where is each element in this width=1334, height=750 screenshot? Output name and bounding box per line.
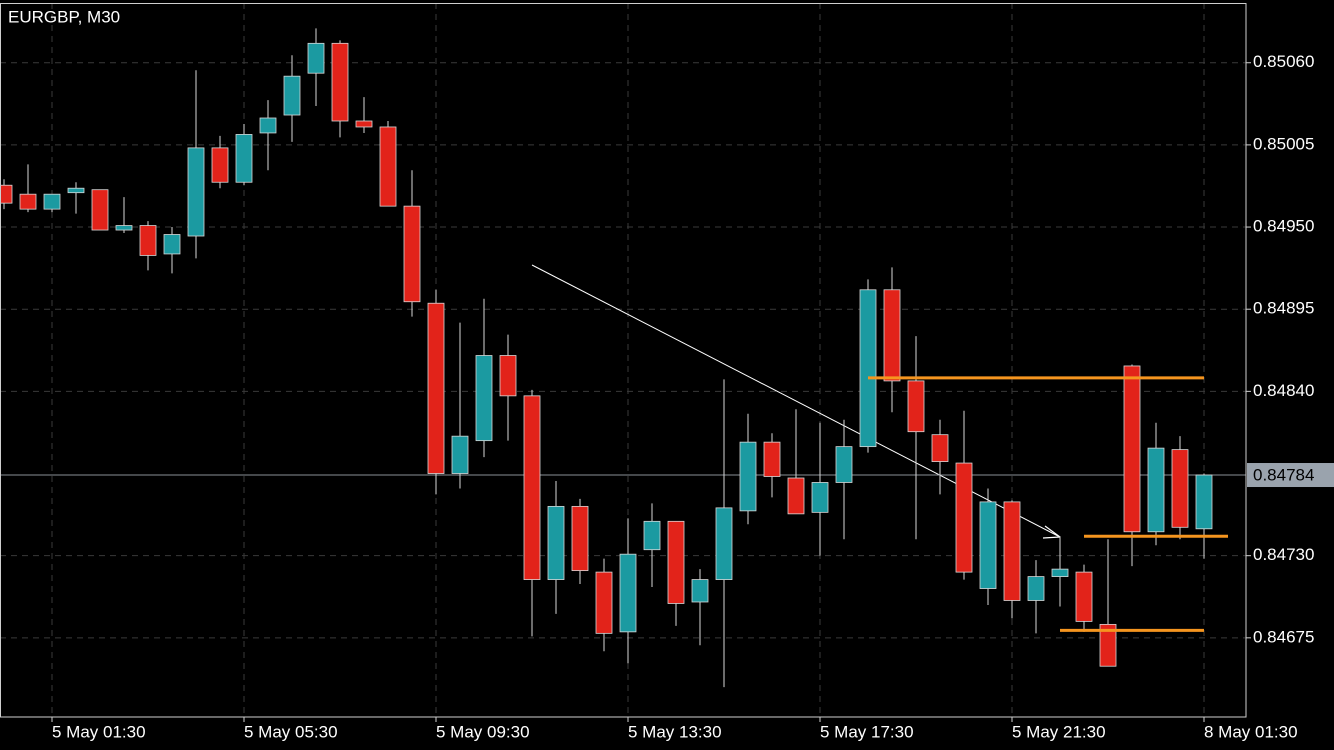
y-tick-label: 0.85005 [1253, 134, 1314, 153]
axes: 0.85060 0.85005 0.84950 0.84895 0.84840 0.847… [51, 52, 1334, 741]
candle-body [307, 42, 325, 74]
candle-body [451, 435, 469, 474]
y-tick-label: 0.84950 [1253, 217, 1314, 236]
candle-body [139, 225, 157, 256]
candle-body [379, 126, 397, 207]
candle-body [787, 477, 805, 515]
y-tick-label: 0.84675 [1253, 627, 1314, 646]
candle-body [619, 553, 637, 633]
candle-body [979, 501, 997, 589]
candle-body [1027, 576, 1045, 601]
candle-body [427, 302, 445, 474]
grid [0, 3, 1246, 717]
candle-body [355, 120, 373, 128]
candle-body [1195, 474, 1213, 530]
x-tick-label: 5 May 21:30 [1012, 722, 1106, 741]
x-tick-label: 5 May 01:30 [52, 722, 146, 741]
candle-body [1123, 365, 1141, 533]
candle-body [163, 234, 181, 255]
candle-body [811, 482, 829, 513]
candle-body [91, 189, 109, 231]
candle-body [835, 446, 853, 483]
x-tick-label: 8 May 01:30 [1204, 722, 1298, 741]
candle-body [0, 184, 13, 204]
candle-body [907, 380, 925, 433]
candle-body [571, 505, 589, 572]
candle-body [187, 147, 205, 237]
chart-title: EURGBP, M30 [8, 7, 120, 26]
y-tick-label: 0.84895 [1253, 299, 1314, 318]
x-tick-label: 5 May 09:30 [436, 722, 530, 741]
candle-body [691, 579, 709, 603]
x-tick-label: 5 May 05:30 [244, 722, 338, 741]
plot-area [0, 28, 1246, 688]
candle-body [931, 434, 949, 462]
plot-border [0, 3, 1247, 718]
candle-body [1147, 447, 1165, 533]
candle-body [739, 441, 757, 512]
candle-body [859, 289, 877, 448]
candle-body [763, 441, 781, 477]
candle-body [523, 395, 541, 580]
candle-body [667, 520, 685, 604]
candle-body [715, 507, 733, 580]
candle-body [1099, 623, 1117, 667]
candle-body [283, 75, 301, 116]
candle-body [43, 193, 61, 210]
y-tick-label: 0.84730 [1253, 545, 1314, 564]
candle-body [211, 147, 229, 183]
current-price-label: 0.84784 [1253, 465, 1314, 484]
y-tick-label: 0.84840 [1253, 381, 1314, 400]
candle-body [547, 505, 565, 580]
candle-body [1051, 568, 1069, 577]
current-price-box [1247, 463, 1334, 488]
candle-body [1171, 449, 1189, 528]
candle-body [235, 134, 253, 183]
x-tick-label: 5 May 17:30 [820, 722, 914, 741]
candle-body [67, 187, 85, 194]
candle-body [955, 462, 973, 573]
y-tick-label: 0.85060 [1253, 52, 1314, 71]
candle-body [499, 355, 517, 397]
candle-body [883, 289, 901, 382]
candle-body [115, 225, 133, 231]
trend-arrow [1042, 525, 1061, 539]
candle-body [643, 520, 661, 551]
candle-body [403, 205, 421, 303]
candle-body [19, 193, 37, 210]
candle-body [1075, 571, 1093, 622]
candle-body [595, 571, 613, 634]
candle-body [1003, 501, 1021, 601]
candle-body [259, 117, 277, 134]
candle-body [475, 355, 493, 442]
x-tick-label: 5 May 13:30 [628, 722, 722, 741]
candle-body [331, 42, 349, 122]
